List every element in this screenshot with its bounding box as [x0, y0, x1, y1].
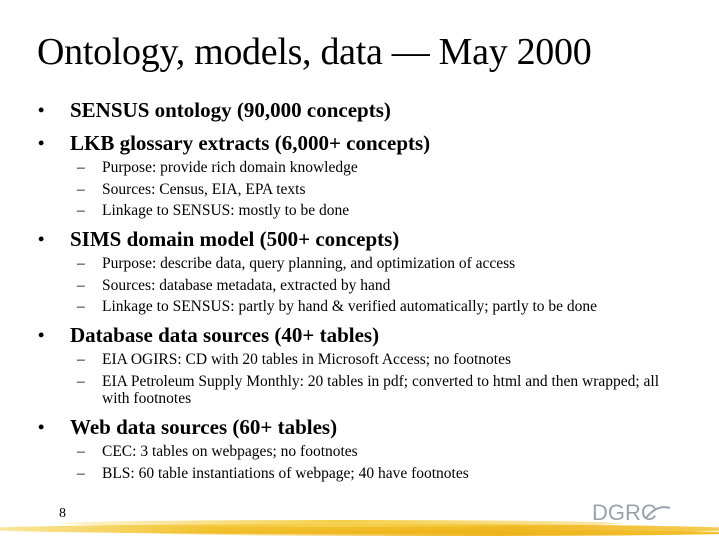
sub-bullet-item: – Sources: database metadata, extracted b…	[0, 277, 719, 294]
dash-icon: –	[77, 159, 85, 176]
sub-bullet-text: CEC: 3 tables on webpages; no footnotes	[102, 442, 358, 460]
dash-icon: –	[77, 372, 85, 390]
sub-bullet-text: EIA Petroleum Supply Monthly: 20 tables …	[102, 372, 660, 407]
dgrc-logo: DGRC	[592, 500, 671, 526]
bullet-icon: •	[38, 229, 45, 250]
sub-bullet-text: EIA OGIRS: CD with 20 tables in Microsof…	[102, 351, 511, 369]
sub-bullet-item: – CEC: 3 tables on webpages; no footnotes	[0, 443, 719, 460]
dash-icon: –	[77, 276, 85, 294]
bullet-icon: •	[38, 325, 45, 346]
bullet-item: • Web data sources (60+ tables)	[0, 414, 719, 440]
sub-bullet-item: – Linkage to SENSUS: partly by hand & ver…	[0, 298, 719, 315]
sub-bullet-item: – BLS: 60 table instantiations of webpage…	[0, 465, 719, 482]
bullet-icon: •	[38, 100, 45, 120]
bullet-text: SENSUS ontology (90,000 concepts)	[70, 98, 391, 122]
sub-bullet-item: – Sources: Census, EIA, EPA texts	[0, 181, 719, 198]
sub-bullet-item: – EIA OGIRS: CD with 20 tables in Microso…	[0, 351, 719, 368]
slide-title: Ontology, models, data — May 2000	[37, 31, 592, 73]
dash-icon: –	[77, 464, 85, 482]
sub-bullet-text: Linkage to SENSUS: partly by hand & veri…	[102, 298, 598, 316]
sub-bullet-item: – Linkage to SENSUS: mostly to be done	[0, 202, 719, 219]
sub-bullet-text: Purpose: describe data, query planning, …	[102, 255, 516, 273]
dash-icon: –	[77, 202, 85, 220]
sub-bullet-item: – Purpose: provide rich domain knowledge	[0, 159, 719, 176]
logo-swoosh-icon	[645, 506, 671, 519]
bullet-text: LKB glossary extracts (6,000+ concepts)	[70, 131, 431, 155]
bullet-item: • LKB glossary extracts (6,000+ concepts)	[0, 130, 719, 156]
sub-bullet-text: Sources: database metadata, extracted by…	[102, 276, 391, 294]
dash-icon: –	[77, 180, 85, 198]
bullet-item: • SENSUS ontology (90,000 concepts)	[0, 97, 719, 123]
dash-icon: –	[77, 442, 85, 460]
yellow-brush-band	[0, 516, 719, 539]
bullet-icon: •	[38, 133, 45, 153]
dash-icon: –	[77, 255, 85, 273]
sub-bullet-text: Linkage to SENSUS: mostly to be done	[102, 202, 350, 220]
sub-bullet-text: BLS: 60 table instantiations of webpage;…	[102, 464, 469, 482]
sub-bullet-text: Sources: Census, EIA, EPA texts	[102, 180, 306, 198]
bullet-icon: •	[38, 416, 45, 437]
bullet-text: SIMS domain model (500+ concepts)	[70, 227, 400, 252]
bullet-list: • SENSUS ontology (90,000 concepts) • LKB g…	[0, 97, 719, 482]
dash-icon: –	[77, 298, 85, 316]
sub-bullet-item: – Purpose: describe data, query planning,…	[0, 255, 719, 272]
page-number: 8	[59, 506, 66, 521]
dash-icon: –	[77, 351, 85, 369]
bullet-text: Web data sources (60+ tables)	[70, 414, 338, 439]
bullet-text: Database data sources (40+ tables)	[70, 323, 380, 348]
bullet-item: • SIMS domain model (500+ concepts)	[0, 226, 719, 252]
sub-bullet-text: Purpose: provide rich domain knowledge	[102, 159, 358, 176]
sub-bullet-item: – EIA Petroleum Supply Monthly: 20 tables…	[0, 373, 719, 407]
logo-text: DGRC	[592, 500, 657, 525]
bullet-item: • Database data sources (40+ tables)	[0, 322, 719, 348]
